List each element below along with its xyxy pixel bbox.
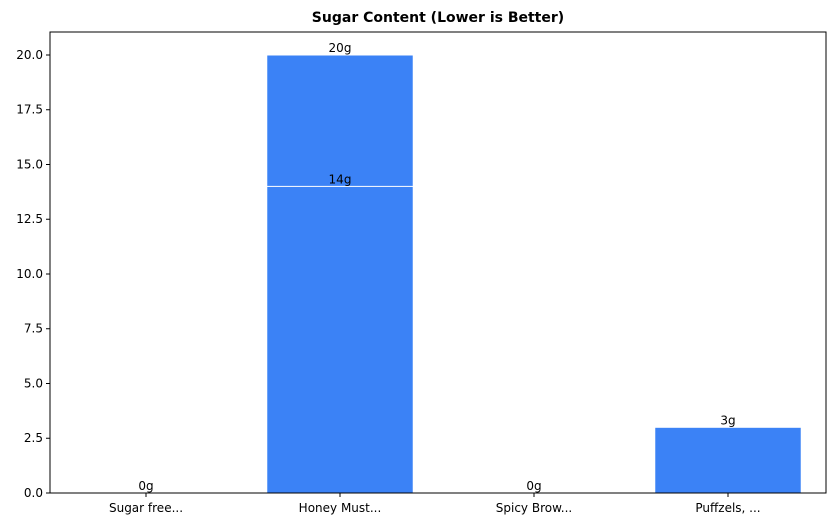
bar-value-label: 20g — [329, 41, 352, 55]
x-tick-label: Sugar free... — [109, 501, 183, 515]
bars-group: 0g 20g 0g 3g 14g — [138, 41, 802, 494]
y-tick-label: 0.0 — [24, 486, 43, 500]
x-tick-label: Puffzels, ... — [695, 501, 760, 515]
x-tick-label: Spicy Brow... — [496, 501, 572, 515]
bar-1-1 — [266, 185, 414, 494]
y-tick-label: 17.5 — [16, 103, 43, 117]
axes-frame — [49, 31, 827, 494]
y-tick-label: 7.5 — [24, 322, 43, 336]
y-tick-label: 10.0 — [16, 267, 43, 281]
y-tick-label: 12.5 — [16, 212, 43, 226]
bar-value-label: 3g — [720, 413, 735, 427]
y-axis: 0.0 2.5 5.0 7.5 10.0 12.5 15.0 17.5 20.0 — [16, 48, 50, 500]
bar-value-label: 0g — [138, 479, 153, 493]
x-tick-label: Honey Must... — [299, 501, 382, 515]
y-tick-label: 15.0 — [16, 157, 43, 171]
bar-value-label: 0g — [526, 479, 541, 493]
bar-3-0 — [654, 426, 802, 494]
x-axis: Sugar free... Honey Must... Spicy Brow... P… — [109, 493, 761, 515]
chart-title: Sugar Content (Lower is Better) — [312, 10, 564, 26]
bar-value-label: 14g — [329, 172, 352, 186]
y-tick-label: 20.0 — [16, 48, 43, 62]
y-tick-label: 5.0 — [24, 376, 43, 390]
y-tick-label: 2.5 — [24, 431, 43, 445]
